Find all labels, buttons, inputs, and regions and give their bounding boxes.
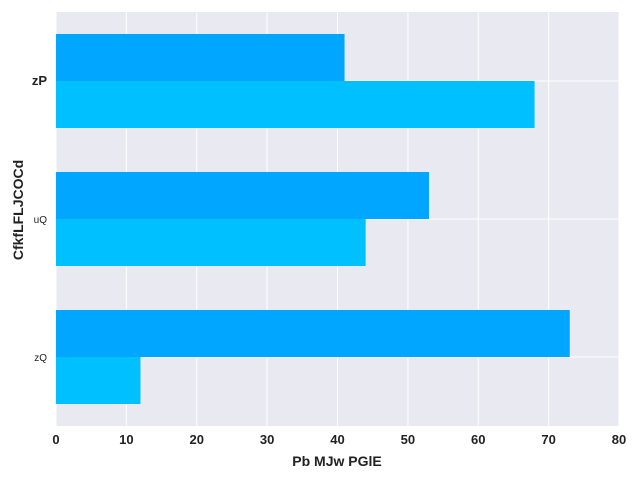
x-tick-label: 50 <box>401 432 415 447</box>
y-axis-ticks: zP uQ zQ <box>32 73 48 364</box>
x-axis-label: Pb MJw PGlE <box>292 453 381 469</box>
x-tick-label: 0 <box>52 432 59 447</box>
x-tick-label: 80 <box>612 432 626 447</box>
bars <box>56 34 570 404</box>
x-tick-label: 30 <box>260 432 274 447</box>
bar-series-1 <box>56 219 366 266</box>
x-tick-label: 60 <box>471 432 485 447</box>
x-tick-label: 40 <box>330 432 344 447</box>
bar-series-1 <box>56 81 535 128</box>
bar-series-2 <box>56 34 345 81</box>
y-tick-label: zQ <box>34 353 47 364</box>
y-axis-label: CfkfLFLJCOCd <box>10 160 26 260</box>
bar-series-1 <box>56 357 141 404</box>
x-tick-label: 10 <box>119 432 133 447</box>
x-tick-label: 70 <box>541 432 555 447</box>
bar-series-2 <box>56 172 429 219</box>
y-tick-label: uQ <box>34 215 48 226</box>
x-axis-ticks: 0 10 20 30 40 50 60 70 80 <box>52 432 626 447</box>
y-tick-label: zP <box>32 73 48 88</box>
x-tick-label: 20 <box>190 432 204 447</box>
bar-series-2 <box>56 310 570 357</box>
